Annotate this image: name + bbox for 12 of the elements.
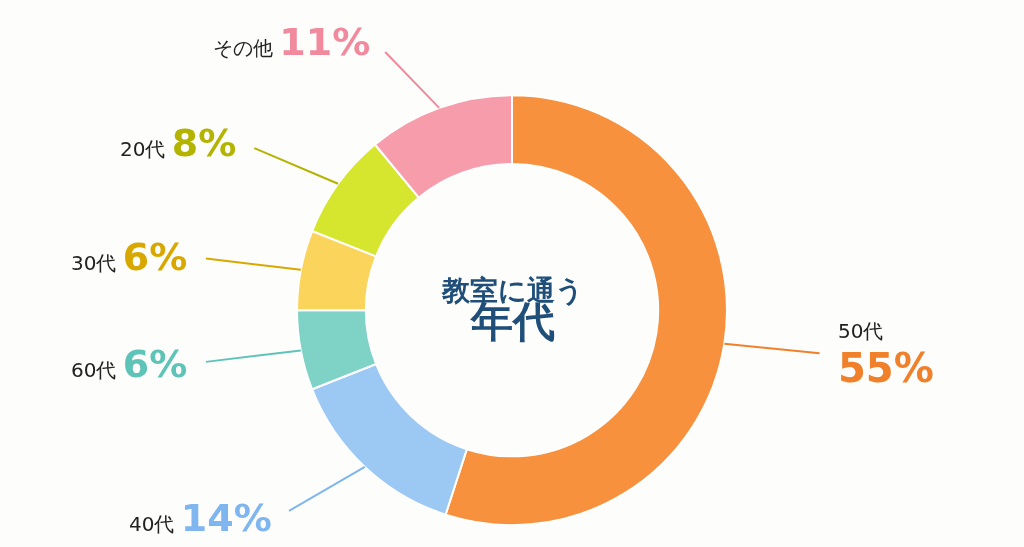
slice-label: その他 <box>213 36 273 60</box>
slice-label: 50代 <box>838 319 884 343</box>
data-label: 6% <box>122 342 188 386</box>
data-label: 55% <box>838 345 934 392</box>
data-label: 6% <box>122 235 188 279</box>
slice-label: 20代 <box>120 137 166 161</box>
slice-label: 60代 <box>71 358 117 382</box>
slice-label: 30代 <box>71 251 117 275</box>
data-label: 8% <box>171 121 237 165</box>
data-label: 11% <box>279 20 371 64</box>
slice-label: 40代 <box>129 512 175 536</box>
data-label: 14% <box>180 496 272 540</box>
